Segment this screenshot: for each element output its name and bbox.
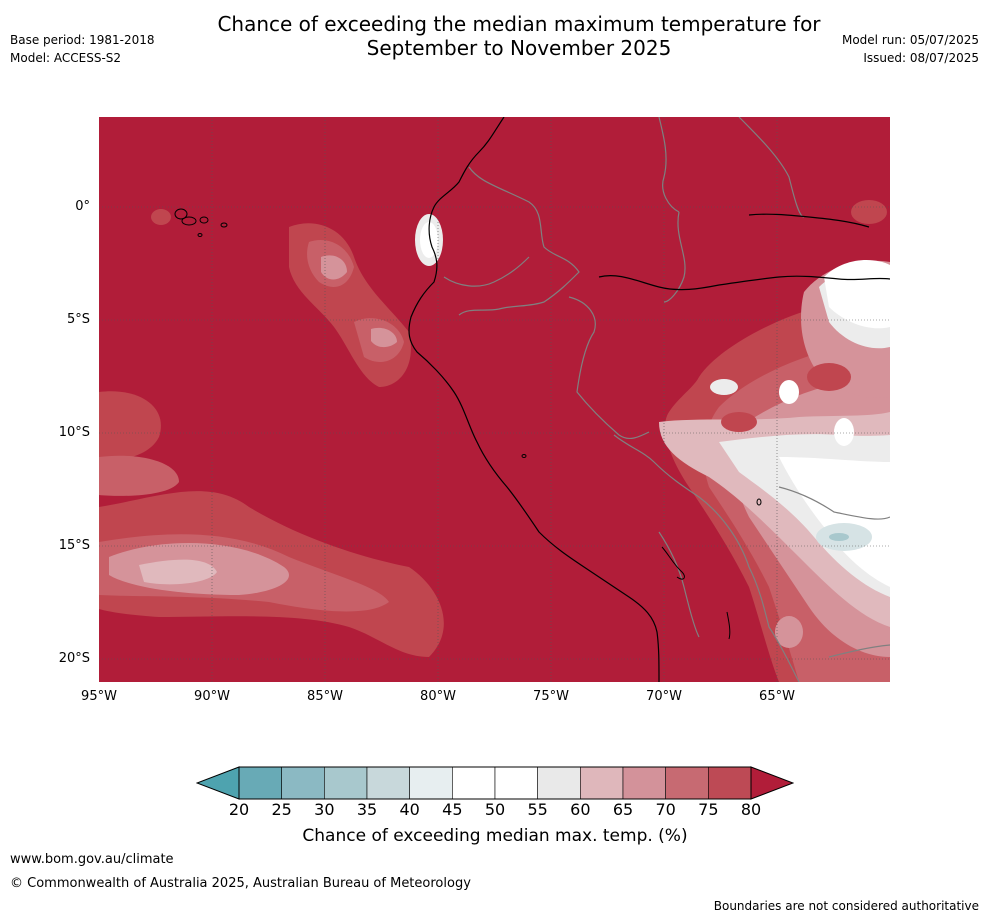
contour-patch-6 <box>710 379 738 395</box>
lat-tick-5s: 5°S <box>66 312 90 327</box>
model-label: Model: ACCESS-S2 <box>10 51 122 65</box>
colorbar-tick-label: 55 <box>527 800 548 819</box>
footer-url[interactable]: www.bom.gov.au/climate <box>10 852 174 867</box>
colorbar-tick-label: 40 <box>399 800 420 819</box>
lon-tick-65w: 65°W <box>759 689 795 704</box>
colorbar-tick-label: 45 <box>442 800 463 819</box>
colorbar-cell <box>238 766 282 800</box>
lat-tick-10s: 10°S <box>58 425 90 440</box>
lon-tick-85w: 85°W <box>307 689 343 704</box>
footer-copyright: © Commonwealth of Australia 2025, Austra… <box>10 876 471 891</box>
contour-ne-blob <box>851 200 887 224</box>
title-line-2: September to November 2025 <box>366 36 672 60</box>
contour-sw-55 <box>139 559 217 585</box>
colorbar-cell <box>494 766 538 800</box>
contour-e-50 <box>779 457 890 587</box>
lon-tick-80w: 80°W <box>420 689 456 704</box>
galapagos-islands <box>174 208 228 237</box>
colorbar-cell <box>580 766 624 800</box>
contour-sw-65 <box>99 455 179 496</box>
lat-tick-15s: 15°S <box>58 538 90 553</box>
colorbar-cell <box>665 766 709 800</box>
colorbar <box>196 766 794 800</box>
lakes <box>521 454 762 640</box>
colorbar-cell <box>281 766 325 800</box>
colorbar-tick-label: 20 <box>228 800 250 819</box>
lon-tick-75w: 75°W <box>533 689 569 704</box>
lon-tick-70w: 70°W <box>646 689 682 704</box>
contour-patch-4 <box>834 418 854 446</box>
issued-label: Issued: 08/07/2025 <box>863 51 979 65</box>
title-line-1: Chance of exceeding the median maximum t… <box>217 12 821 36</box>
colorbar-tick-label: 50 <box>484 800 506 819</box>
colorbar-tick-label: 65 <box>612 800 634 819</box>
lon-tick-90w: 90°W <box>194 689 230 704</box>
contour-c-60b <box>371 327 397 348</box>
colorbar-cell <box>708 766 752 800</box>
colorbar-cell <box>409 766 453 800</box>
lat-tick-0: 0° <box>75 199 90 214</box>
coastline <box>408 117 890 682</box>
colorbar-tick-label: 70 <box>655 800 676 819</box>
colorbar-tick-label: 35 <box>356 800 378 819</box>
colorbar-label: Chance of exceeding median max. temp. (%… <box>302 826 688 846</box>
colorbar-tick-label: 30 <box>314 800 335 819</box>
contour-sw-70 <box>99 391 161 460</box>
colorbar-tick-label: 60 <box>570 800 591 819</box>
contour-c-60 <box>321 255 347 280</box>
probability-map <box>99 117 890 682</box>
colorbar-cell <box>324 766 368 800</box>
colorbar-frame <box>238 766 752 800</box>
contour-patch-5 <box>775 616 803 648</box>
colorbar-cell <box>452 766 496 800</box>
contour-patch-2 <box>721 412 757 432</box>
colorbar-cells <box>238 766 752 800</box>
lon-tick-95w: 95°W <box>81 689 117 704</box>
base-period-label: Base period: 1981-2018 <box>10 33 155 47</box>
contour-ne-50 <box>824 260 890 329</box>
contour-patch-3 <box>779 380 799 404</box>
graticule <box>99 117 890 682</box>
lat-tick-20s: 20°S <box>58 651 90 666</box>
colorbar-tick-label: 25 <box>271 800 292 819</box>
colorbar-cell <box>366 766 410 800</box>
map-title: Chance of exceeding the median maximum t… <box>150 12 888 60</box>
contour-galapagos <box>151 209 171 225</box>
colorbar-tick-label: 75 <box>698 800 719 819</box>
contour-e-35 <box>829 533 849 541</box>
model-run-label: Model run: 05/07/2025 <box>841 33 979 47</box>
colorbar-tick-label: 80 <box>740 800 762 819</box>
colorbar-cell <box>622 766 666 800</box>
contour-patch-1 <box>807 363 851 391</box>
country-borders <box>443 117 890 682</box>
colorbar-high-extend <box>750 766 794 800</box>
footer-disclaimer: Boundaries are not considered authoritat… <box>713 899 979 913</box>
colorbar-low-extend <box>196 766 240 800</box>
colorbar-cell <box>537 766 581 800</box>
